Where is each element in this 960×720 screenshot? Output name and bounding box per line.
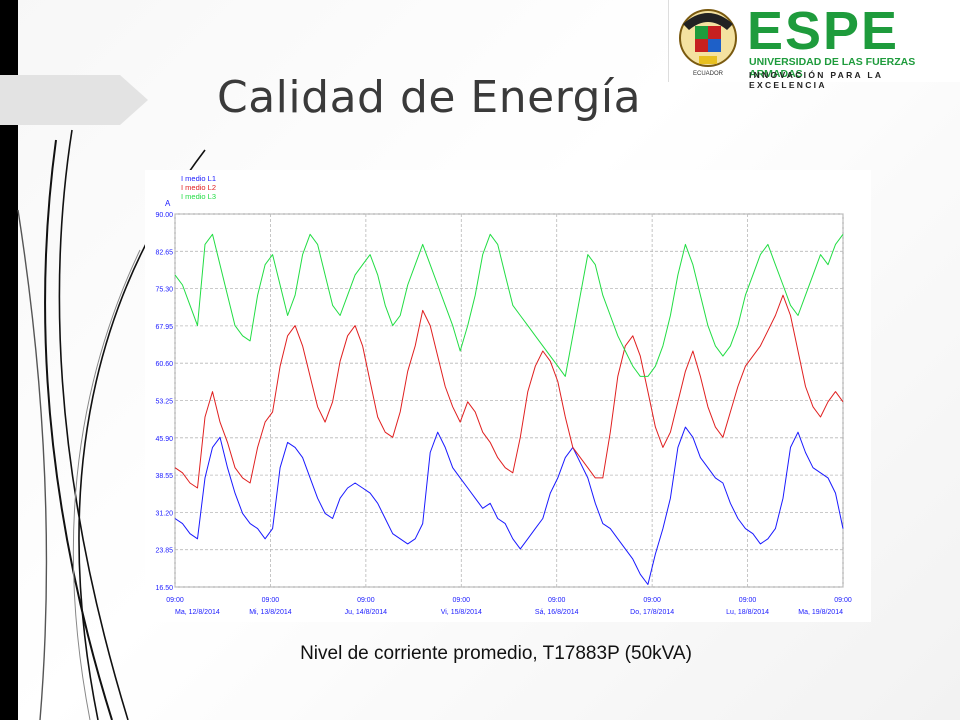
x-tick-time: 09:00 xyxy=(453,597,471,604)
x-tick-date: Vi, 15/8/2014 xyxy=(441,609,482,616)
university-logo: ECUADOR ESPE UNIVERSIDAD DE LAS FUERZAS … xyxy=(668,0,960,90)
y-tick-label: 16.50 xyxy=(155,585,173,592)
series-line-l3 xyxy=(174,233,844,377)
x-tick-time: 09:00 xyxy=(739,597,757,604)
chart-caption: Nivel de corriente promedio, T17883P (50… xyxy=(300,643,692,664)
y-tick-label: 82.65 xyxy=(155,249,173,256)
slide-title: Calidad de Energía xyxy=(217,72,642,123)
x-tick-date: Lu, 18/8/2014 xyxy=(726,609,769,616)
series-line-l2 xyxy=(174,294,844,489)
x-tick-time: 09:00 xyxy=(262,597,280,604)
logo-wordmark: ESPE xyxy=(747,1,900,61)
legend-entry-l3: I medio L3 xyxy=(181,192,216,201)
x-tick-time: 09:00 xyxy=(166,597,184,604)
y-tick-label: 31.20 xyxy=(155,510,173,517)
slide-tab-arrow xyxy=(0,75,148,125)
x-tick-time: 09:00 xyxy=(357,597,375,604)
x-tick-time: 09:00 xyxy=(548,597,566,604)
x-tick-date: Mi, 13/8/2014 xyxy=(249,609,292,616)
seal-label: ECUADOR xyxy=(693,71,724,77)
y-tick-label: 75.30 xyxy=(155,287,173,294)
logo-tagline: INNOVACIÓN PARA LA EXCELENCIA xyxy=(749,70,883,90)
logo-subtitle: UNIVERSIDAD DE LAS FUERZAS ARMADAS xyxy=(749,56,916,80)
series-line-l1 xyxy=(174,426,844,585)
x-tick-date: Ma, 19/8/2014 xyxy=(798,609,843,616)
legend-entry-l1: I medio L1 xyxy=(181,174,216,183)
legend-entry-l2: I medio L2 xyxy=(181,183,216,192)
current-chart: 90.00 82.65 75.30 67.95 60.60 53.25 45.90 38.55… xyxy=(145,170,871,622)
y-tick-label: 45.90 xyxy=(155,436,173,443)
x-tick-date: Sá, 16/8/2014 xyxy=(535,609,579,616)
y-tick-label: 53.25 xyxy=(155,399,173,406)
y-tick-label: 23.85 xyxy=(155,548,173,555)
line-chart: 90.00 82.65 75.30 67.95 60.60 53.25 45.90 38.55… xyxy=(155,174,852,616)
y-axis-unit: A xyxy=(165,199,171,208)
y-tick-label: 38.55 xyxy=(155,473,173,480)
x-tick-date: Ju, 14/8/2014 xyxy=(345,609,388,616)
x-tick-time: 09:00 xyxy=(643,597,661,604)
y-tick-label: 60.60 xyxy=(155,361,173,368)
x-tick-date: Do, 17/8/2014 xyxy=(630,609,674,616)
y-tick-label: 90.00 xyxy=(155,212,173,219)
university-seal-icon: ECUADOR xyxy=(679,9,737,77)
x-tick-time: 09:00 xyxy=(834,597,852,604)
x-tick-date: Ma, 12/8/2014 xyxy=(175,609,220,616)
left-accent-bar xyxy=(0,0,18,720)
y-tick-label: 67.95 xyxy=(155,324,173,331)
